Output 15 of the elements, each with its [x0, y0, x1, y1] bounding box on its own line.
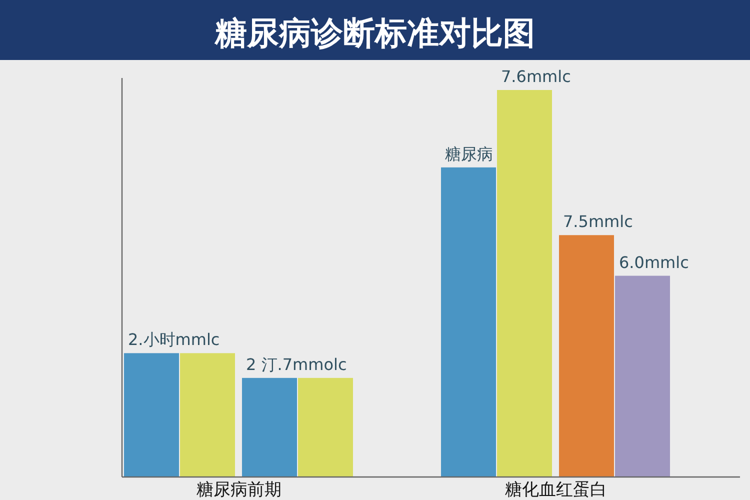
- bar: [615, 276, 670, 477]
- annotation: 6.0mmlc: [619, 252, 689, 272]
- bar: [497, 90, 552, 477]
- annotation: 2.小时mmlc: [128, 330, 220, 350]
- chart-title: 糖尿病诊断标准对比图: [214, 14, 535, 52]
- bar: [124, 353, 179, 477]
- bar: [559, 235, 614, 477]
- bar: [441, 167, 496, 477]
- annotation: 糖尿病: [445, 144, 493, 164]
- annotation: 7.6mmlc: [501, 67, 571, 86]
- annotation: 2 汀.7mmolc: [246, 354, 347, 374]
- x-tick-label: 糖尿病前期: [196, 480, 282, 500]
- x-tick-label: 糖化血红蛋白: [505, 480, 607, 500]
- annotation: 7.5mmlc: [563, 212, 633, 232]
- bar: [180, 353, 235, 477]
